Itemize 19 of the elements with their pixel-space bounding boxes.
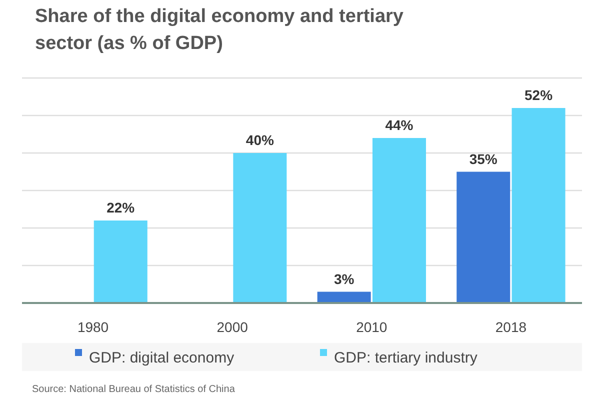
bar bbox=[233, 153, 287, 303]
data-label: 22% bbox=[106, 200, 136, 216]
data-label: 44% bbox=[385, 117, 414, 133]
x-tick-label: 2018 bbox=[495, 319, 527, 335]
x-tick-label: 2010 bbox=[356, 319, 388, 335]
bar bbox=[512, 108, 566, 303]
chart-title: Share of the digital economy and tertiary sector (as % of GDP) bbox=[35, 6, 404, 54]
bar bbox=[94, 220, 148, 303]
data-label: 35% bbox=[469, 150, 498, 167]
bar bbox=[372, 138, 426, 303]
legend-label: GDP: digital economy bbox=[89, 349, 235, 366]
bar bbox=[456, 172, 510, 303]
source-note: Source: National Bureau of Statistics of China bbox=[32, 384, 236, 395]
data-label: 40% bbox=[246, 132, 274, 148]
legend-label: GDP: tertiary industry bbox=[334, 349, 478, 366]
data-label: 52% bbox=[524, 87, 554, 103]
x-tick-label: 2000 bbox=[216, 319, 248, 335]
x-tick-label: 1980 bbox=[77, 319, 109, 335]
data-label: 3% bbox=[334, 270, 355, 287]
